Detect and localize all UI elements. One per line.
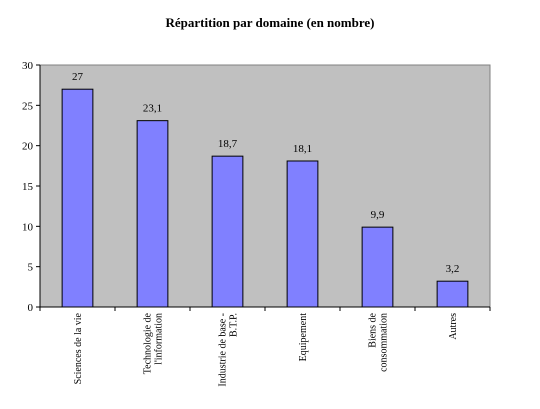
x-tick-label-line: Industrie de base - [218, 313, 229, 387]
bar [136, 120, 169, 308]
x-tick-label-line: B.T.P. [229, 313, 240, 337]
x-tick-label: Autres [448, 313, 459, 340]
y-tick-label: 20 [22, 141, 34, 153]
data-label: 3,2 [446, 263, 460, 275]
plot-area [39, 64, 491, 308]
x-tick-label-line: Technologie de [143, 312, 154, 374]
y-tick-label: 25 [22, 100, 34, 112]
data-label: 23,1 [143, 103, 162, 115]
x-tick-label-line: Autres [448, 313, 459, 340]
y-tick-label: 10 [22, 221, 34, 233]
y-tick-label: 5 [28, 262, 34, 274]
x-tick-label: Biens deconsommation [368, 312, 390, 371]
data-label: 9,9 [371, 209, 385, 221]
x-tick-label: Industrie de base -B.T.P. [218, 313, 240, 387]
data-label: 18,7 [218, 138, 238, 150]
bar [436, 280, 469, 308]
y-tick-label: 30 [22, 60, 34, 72]
data-label: 27 [72, 71, 84, 83]
x-tick-label: Sciences de la vie [73, 312, 84, 384]
x-tick-label-line: l'information [154, 313, 165, 365]
y-tick-label: 0 [28, 302, 34, 314]
x-tick-label-line: Equipement [298, 313, 309, 362]
x-tick-label-line: Biens de [368, 312, 379, 347]
x-tick-label: Technologie del'information [143, 312, 165, 374]
bar [361, 226, 394, 308]
x-tick-label-line: Sciences de la vie [73, 312, 84, 384]
bar [211, 155, 244, 308]
chart-title: Répartition par domaine (en nombre) [165, 15, 375, 30]
x-tick-label: Equipement [298, 313, 309, 362]
data-label: 18,1 [293, 143, 312, 155]
y-tick-label: 15 [22, 181, 34, 193]
x-tick-label-line: consommation [379, 313, 390, 372]
bar [61, 88, 94, 308]
bar [286, 160, 319, 308]
